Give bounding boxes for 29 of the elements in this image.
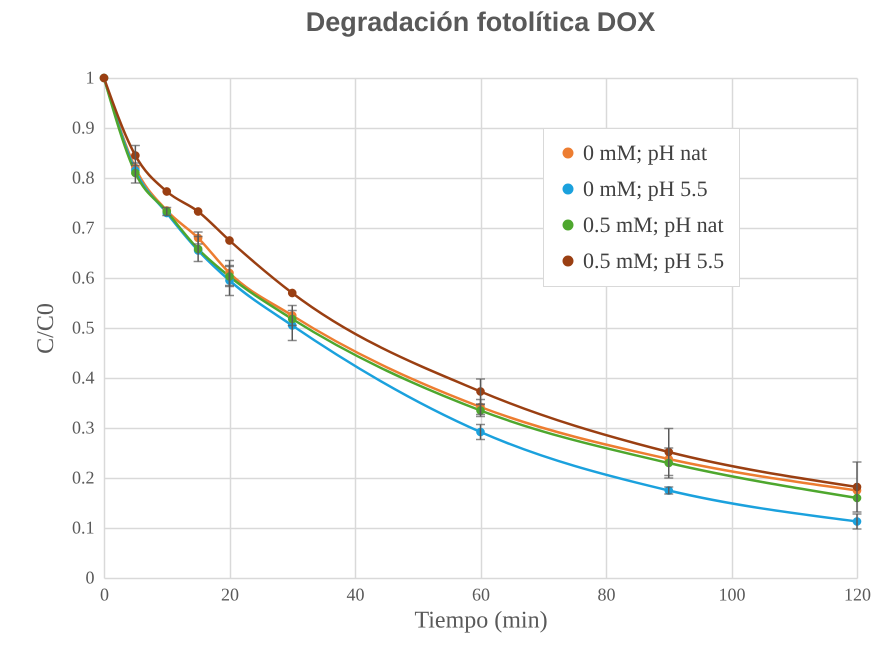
legend-label: 0 mM; pH nat <box>583 140 708 165</box>
x-tick-label: 60 <box>472 584 490 604</box>
y-tick-label: 0.2 <box>72 468 94 488</box>
y-tick-label: 0.9 <box>72 118 94 138</box>
point <box>225 236 234 245</box>
x-tick-label: 40 <box>346 584 364 604</box>
x-tick-label: 20 <box>221 584 239 604</box>
y-tick-label: 0.3 <box>72 418 94 438</box>
x-tick-label: 120 <box>844 584 871 604</box>
y-tick-label: 0.5 <box>72 318 94 338</box>
chart-title: Degradación fotolítica DOX <box>306 7 656 37</box>
y-tick-label: 0 <box>86 568 94 588</box>
x-tick-label: 0 <box>100 584 109 604</box>
y-tick-label: 0.7 <box>72 218 94 238</box>
y-tick-label: 0.4 <box>72 368 94 388</box>
x-tick-label: 80 <box>598 584 616 604</box>
legend-label: 0.5 mM; pH 5.5 <box>583 248 724 273</box>
point <box>162 187 172 196</box>
y-tick-label: 0.1 <box>72 518 94 538</box>
legend-label: 0 mM; pH 5.5 <box>583 176 708 201</box>
x-axis-title: Tiempo (min) <box>414 608 548 634</box>
x-tick-label: 100 <box>718 584 746 604</box>
y-axis-title: C/C0 <box>33 303 59 354</box>
point <box>194 207 202 216</box>
y-tick-label: 1 <box>86 68 94 88</box>
point <box>288 288 297 298</box>
y-tick-label: 0.8 <box>72 168 94 188</box>
y-tick-label: 0.6 <box>72 268 94 288</box>
legend-label: 0.5 mM; pH nat <box>583 212 724 237</box>
